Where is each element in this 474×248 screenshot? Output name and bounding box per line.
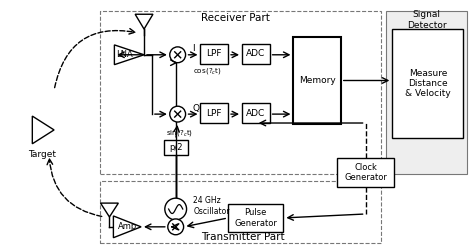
Text: Q: Q [192,104,200,113]
Text: Transmitter Part: Transmitter Part [201,232,285,242]
Text: Pulse
Generator: Pulse Generator [234,208,277,228]
Bar [201,103,228,123]
Bar [293,37,341,124]
Bar [228,204,283,232]
Text: cos($?_c$t): cos($?_c$t) [192,66,221,76]
Bar [201,44,228,64]
Text: LNA: LNA [117,50,133,59]
Bar [100,11,382,174]
Polygon shape [113,216,141,238]
Polygon shape [135,14,153,29]
Bar [242,103,270,123]
Text: Clock
Generator: Clock Generator [344,163,387,182]
Text: sin($?_c$t): sin($?_c$t) [166,128,193,138]
Polygon shape [32,116,54,144]
Text: I: I [192,44,195,53]
Text: 24 GHz
Oscillator: 24 GHz Oscillator [193,196,230,216]
Text: p/2: p/2 [169,143,182,152]
Polygon shape [100,203,118,217]
Bar [386,11,467,174]
Circle shape [170,47,186,63]
Circle shape [168,219,183,235]
Bar [242,44,270,64]
Text: LPF: LPF [207,109,222,118]
Polygon shape [114,45,144,65]
Text: LPF: LPF [207,49,222,58]
Text: ADC: ADC [246,109,265,118]
Bar [164,140,188,155]
Bar [337,158,394,187]
Bar [100,181,382,243]
Circle shape [165,198,187,220]
Text: Target: Target [28,150,56,159]
Text: Measure
Distance
& Velocity: Measure Distance & Velocity [405,68,451,98]
Text: Signal
Detector: Signal Detector [407,10,447,30]
Text: ADC: ADC [246,49,265,58]
Text: Receiver Part: Receiver Part [201,13,269,23]
Text: Memory: Memory [299,76,336,85]
Bar [392,29,464,138]
Circle shape [170,106,186,122]
Text: Amp: Amp [118,222,137,231]
